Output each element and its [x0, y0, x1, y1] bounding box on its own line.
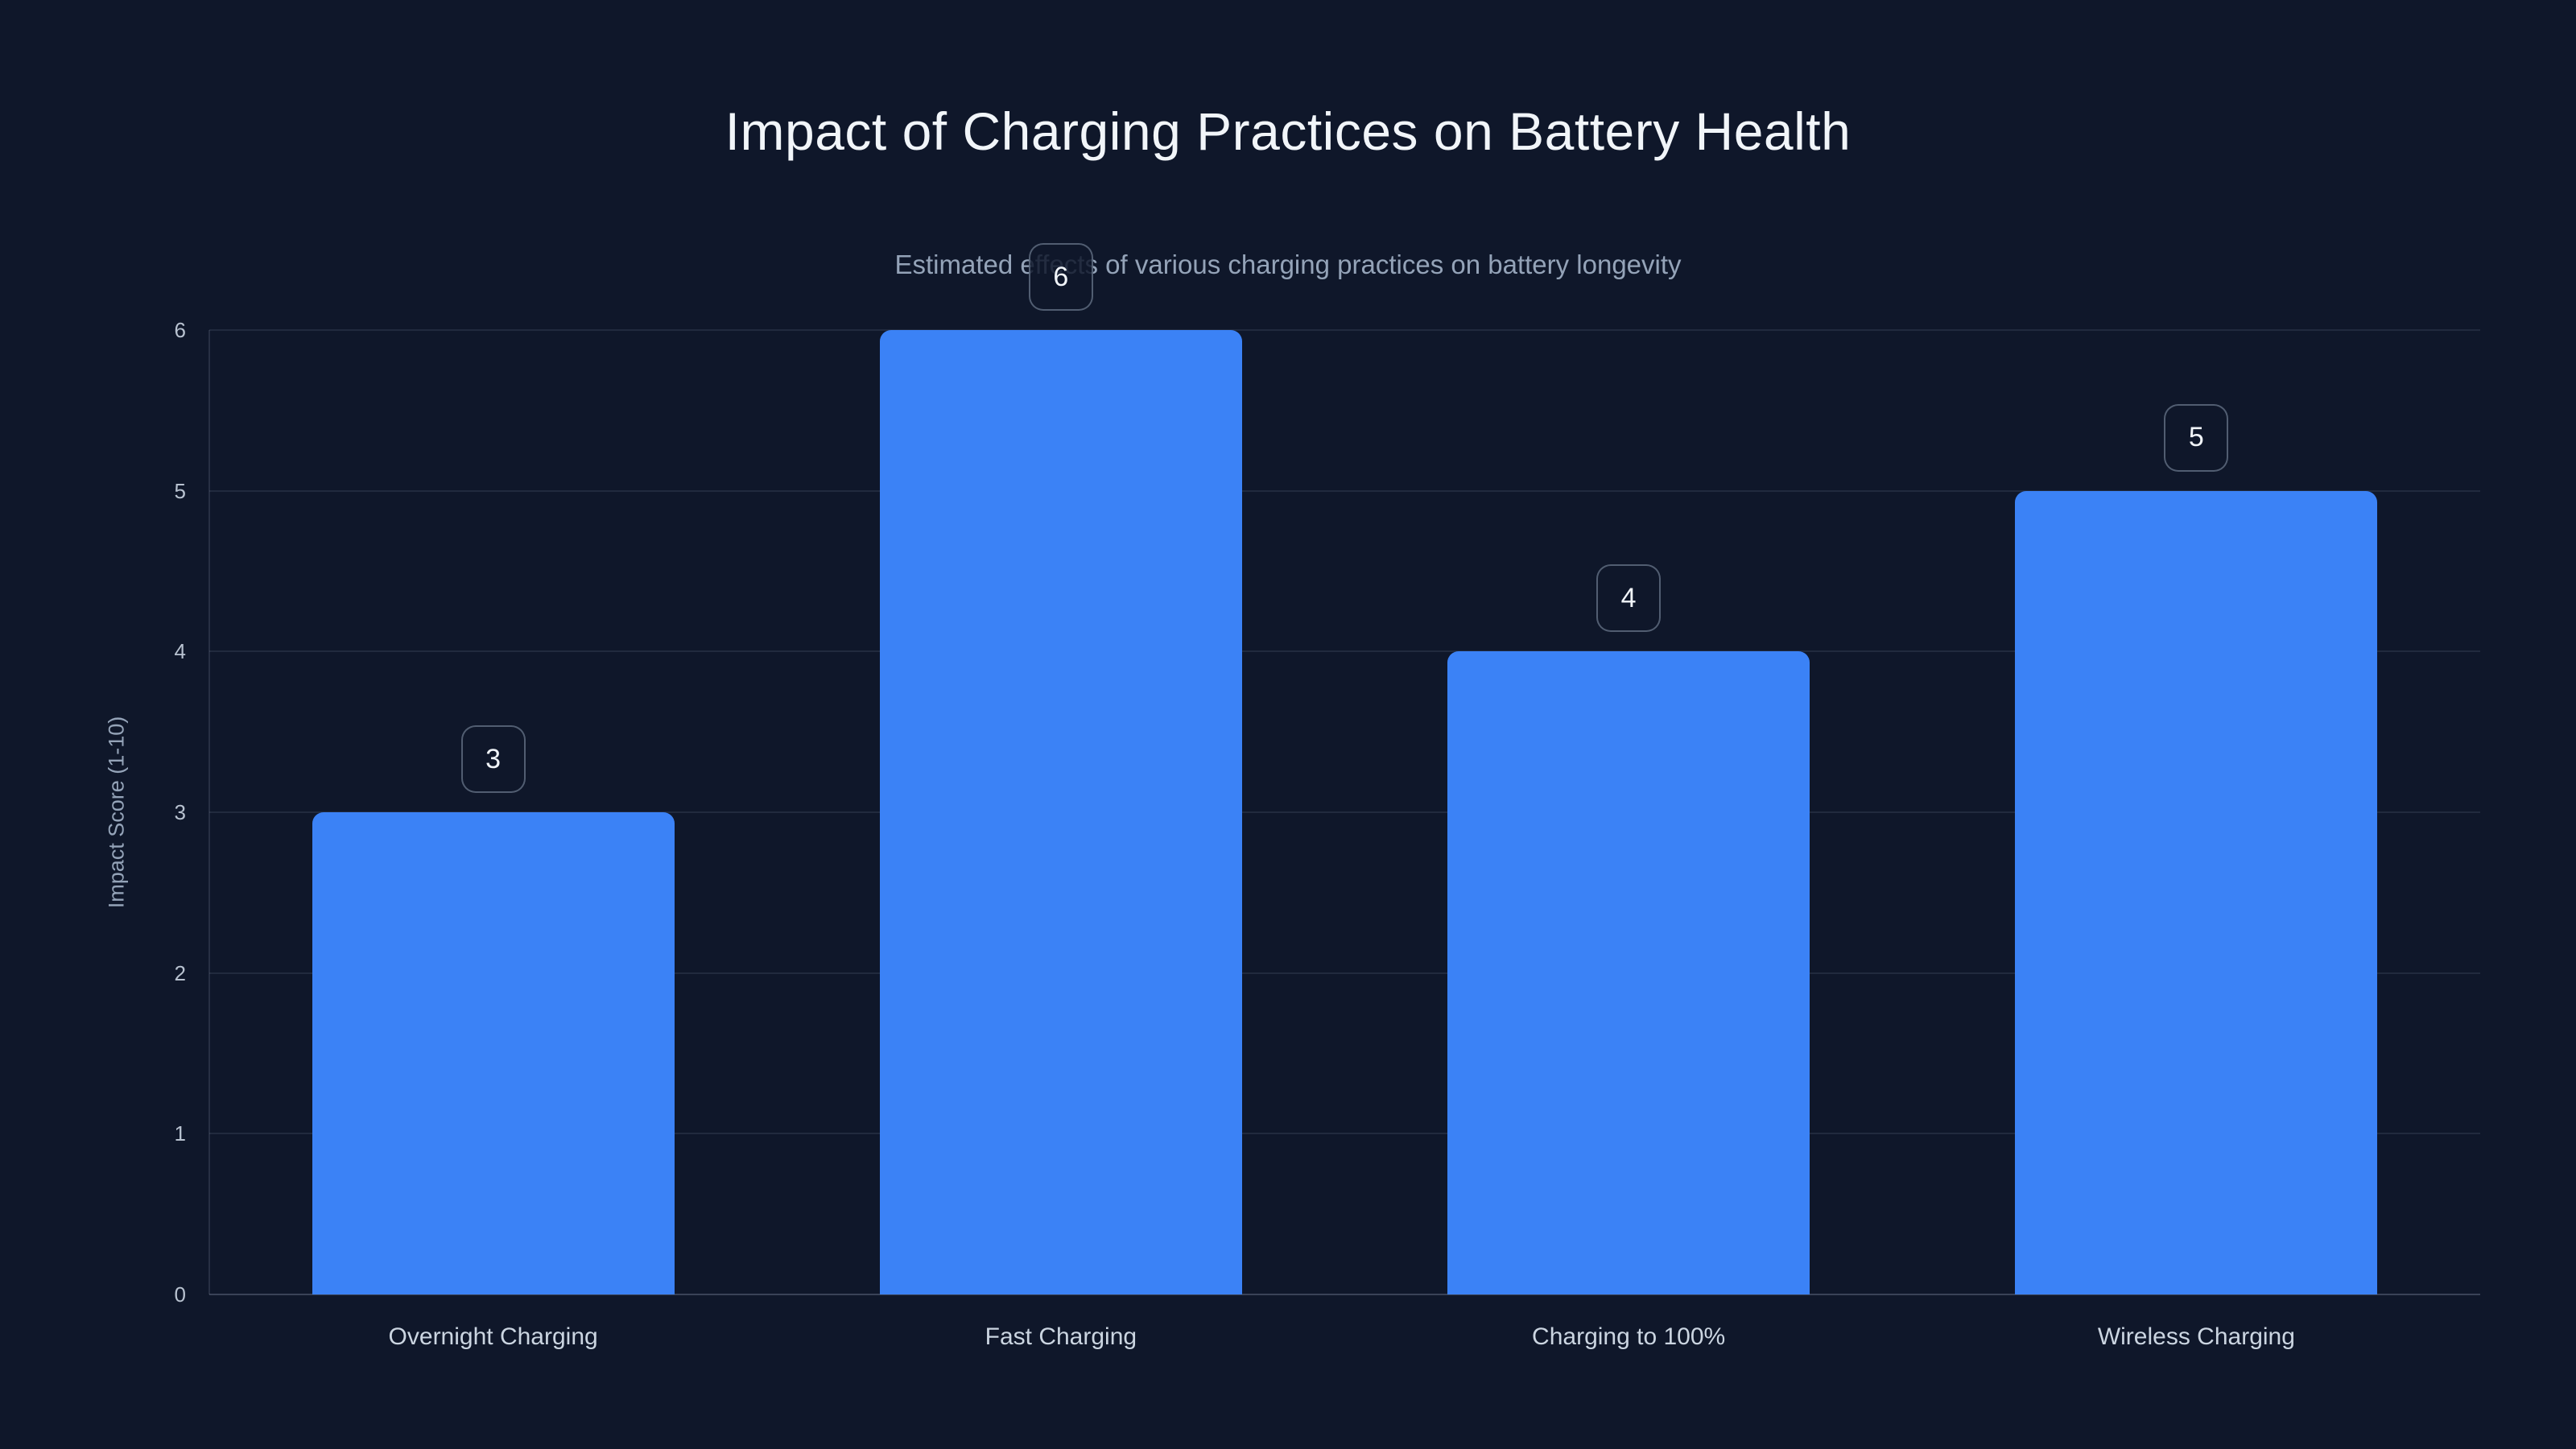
gridline-4 — [209, 650, 2480, 653]
value-badge-overnight-charging: 3 — [460, 725, 526, 793]
bar-fast-charging — [879, 330, 1242, 1294]
gridline-5 — [209, 489, 2480, 492]
y-axis-title: Impact Score (1-10) — [104, 716, 129, 909]
y-axis-line — [208, 330, 210, 1294]
gridline-3 — [209, 811, 2480, 813]
gridline-6 — [209, 329, 2480, 331]
x-tick-label-overnight-charging: Overnight Charging — [388, 1323, 598, 1350]
y-tick-label-6: 6 — [174, 318, 186, 342]
value-badge-charging-to-100: 4 — [1596, 564, 1662, 633]
chart-title: Impact of Charging Practices on Battery … — [724, 101, 1852, 161]
x-axis-line — [209, 1294, 2480, 1295]
bar-wireless-charging — [2015, 490, 2378, 1294]
bar-charging-to-100 — [1447, 651, 1810, 1294]
y-tick-label-1: 1 — [174, 1121, 186, 1146]
plot-area: 0 1 2 3 4 5 6 3 Overnight Charging 6 Fast Charging… — [175, 243, 2480, 1349]
x-tick-label-wireless-charging: Wireless Charging — [2097, 1323, 2295, 1350]
x-tick-label-charging-to-100: Charging to 100% — [1532, 1323, 1726, 1350]
value-badge-fast-charging: 6 — [1028, 243, 1093, 311]
bar-overnight-charging — [312, 812, 675, 1294]
value-badge-wireless-charging: 5 — [2164, 403, 2229, 472]
y-tick-label-4: 4 — [174, 639, 186, 664]
y-tick-label-3: 3 — [174, 800, 186, 824]
x-tick-label-fast-charging: Fast Charging — [985, 1323, 1137, 1350]
chart-subtitle: Estimated effects of various charging pr… — [894, 250, 1682, 279]
y-tick-label-0: 0 — [174, 1282, 186, 1307]
y-tick-label-2: 2 — [174, 960, 186, 985]
gridline-2 — [209, 972, 2480, 974]
y-tick-label-5: 5 — [174, 478, 186, 503]
gridline-1 — [209, 1133, 2480, 1135]
